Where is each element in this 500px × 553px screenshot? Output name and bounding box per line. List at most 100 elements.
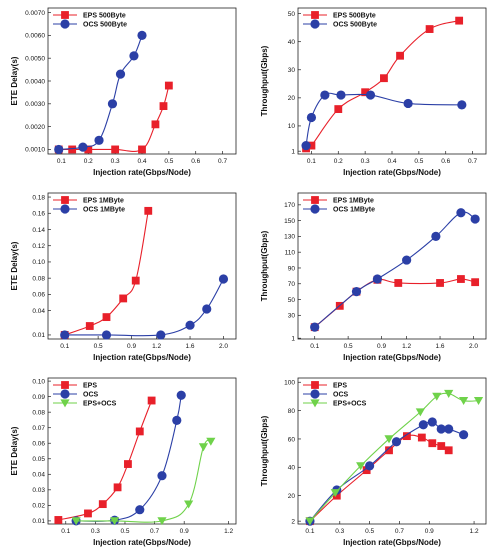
y-tick-label: 0.14: [32, 227, 45, 234]
chart-row3-left: 0.010.020.030.040.050.060.070.080.090.10…: [10, 377, 237, 547]
x-tick-label: 0.7: [150, 528, 159, 535]
data-point: [119, 294, 128, 303]
data-point: [444, 446, 453, 455]
x-tick-label: 0.3: [111, 158, 120, 165]
y-tick-label: 0.02: [32, 503, 45, 510]
data-point: [85, 322, 94, 330]
x-tick-label: 0.5: [344, 343, 353, 350]
series-both: [71, 437, 216, 526]
y-tick-label: 30: [288, 67, 296, 74]
y-tick-label: 0.04: [32, 308, 45, 315]
y-tick-label: 10: [288, 123, 296, 130]
series-line: [58, 85, 170, 152]
y-tick-label: 2: [291, 518, 295, 525]
data-point: [362, 466, 371, 475]
y-tick-label: 0.04: [32, 472, 45, 479]
x-tick-label: 1.6: [436, 343, 445, 350]
y-tick-label: 60: [288, 436, 296, 443]
x-tick-label: 0.5: [94, 343, 103, 350]
data-point: [101, 330, 112, 340]
x-tick-label: 0.6: [441, 158, 450, 165]
data-point: [151, 120, 160, 129]
x-tick-label: 0.1: [61, 528, 70, 535]
series-line: [305, 20, 460, 150]
y-tick-label: 0.08: [32, 275, 45, 282]
data-point: [457, 100, 467, 110]
data-point: [310, 322, 320, 332]
data-point: [457, 275, 465, 283]
legend-label: EPS 1MByte: [333, 198, 374, 205]
legend-marker: [60, 399, 70, 408]
legend-marker: [61, 196, 69, 204]
series-eps: [302, 16, 464, 153]
data-point: [78, 142, 88, 152]
x-tick-label: 1.2: [224, 528, 233, 535]
data-point: [372, 274, 382, 284]
legend-marker: [311, 11, 319, 19]
x-tick-label: 0.9: [180, 528, 189, 535]
x-tick-label: 0.5: [164, 158, 173, 165]
data-point: [436, 279, 444, 287]
y-tick-label: 0.05: [32, 456, 45, 463]
y-axis-label: ETE Delay(s): [10, 56, 19, 105]
legend: EPS 1MByte OCS 1MByte: [53, 196, 125, 214]
y-tick-label: 50: [288, 297, 296, 304]
y-axis-label: Throughput(Gbps): [260, 415, 269, 486]
series-eps: [54, 396, 156, 524]
data-point: [459, 430, 469, 440]
chart-row3-right: 2 20 40 60 80 100 0.1 0.3 0.5 0.7 0.9 1.2 Injection …: [260, 377, 487, 547]
legend-marker: [60, 389, 70, 399]
y-tick-label: 0.03: [32, 487, 45, 494]
legend-marker: [61, 11, 69, 19]
data-point: [147, 396, 156, 405]
y-tick-label: 1: [291, 148, 295, 155]
plot-frame: [297, 377, 487, 525]
chart-row1-left: 0.0010 0.0020 0.0030 0.0040 0.0050 0.0060 0.00…: [10, 7, 237, 177]
y-axis-label: ETE Delay(s): [10, 241, 19, 290]
y-tick-label: 20: [288, 493, 296, 500]
data-point: [330, 489, 340, 498]
data-point: [98, 500, 107, 509]
x-tick-label: 0.6: [191, 158, 200, 165]
data-point: [456, 208, 466, 218]
data-point: [356, 462, 366, 471]
y-tick-label: 80: [288, 408, 296, 415]
legend-label: OCS: [333, 392, 349, 399]
y-axis-label: Throughput(Gbps): [260, 45, 269, 116]
series-line: [309, 392, 479, 522]
data-point: [320, 90, 330, 100]
data-point: [436, 424, 446, 434]
data-point: [60, 330, 70, 340]
series-ocs: [54, 30, 147, 155]
data-point: [444, 389, 454, 398]
x-tick-label: 0.5: [120, 528, 129, 535]
data-point: [94, 135, 104, 145]
x-tick-label: 1.6: [186, 343, 195, 350]
data-point: [402, 255, 412, 265]
data-point: [218, 274, 229, 284]
data-point: [396, 51, 404, 60]
data-point: [131, 276, 140, 285]
chart-row1-right: 1 10 20 30 40 50 0.1 0.2 0.3 0.4 0.5 0.6 0.7 Injectio…: [260, 7, 487, 177]
data-point: [135, 427, 144, 436]
legend-label: EPS: [333, 383, 347, 390]
x-tick-label: 0.3: [361, 158, 370, 165]
y-tick-label: 0.06: [32, 441, 45, 448]
x-tick-label: 1.2: [402, 343, 411, 350]
x-tick-label: 0.2: [84, 158, 93, 165]
data-point: [391, 437, 402, 447]
data-point: [428, 439, 437, 448]
data-point: [427, 417, 437, 427]
y-tick-label: 150: [284, 218, 295, 225]
plot-frame: [297, 192, 487, 340]
series-eps: [310, 275, 480, 332]
data-point: [129, 51, 139, 61]
data-point: [417, 433, 426, 442]
legend-marker: [60, 19, 70, 29]
x-tick-label: 0.9: [127, 343, 136, 350]
legend-marker: [61, 381, 69, 389]
x-axis-label: Injection rate(Gbps/Node): [343, 538, 441, 547]
x-tick-label: 0.3: [91, 528, 100, 535]
x-tick-label: 0.5: [365, 528, 374, 535]
